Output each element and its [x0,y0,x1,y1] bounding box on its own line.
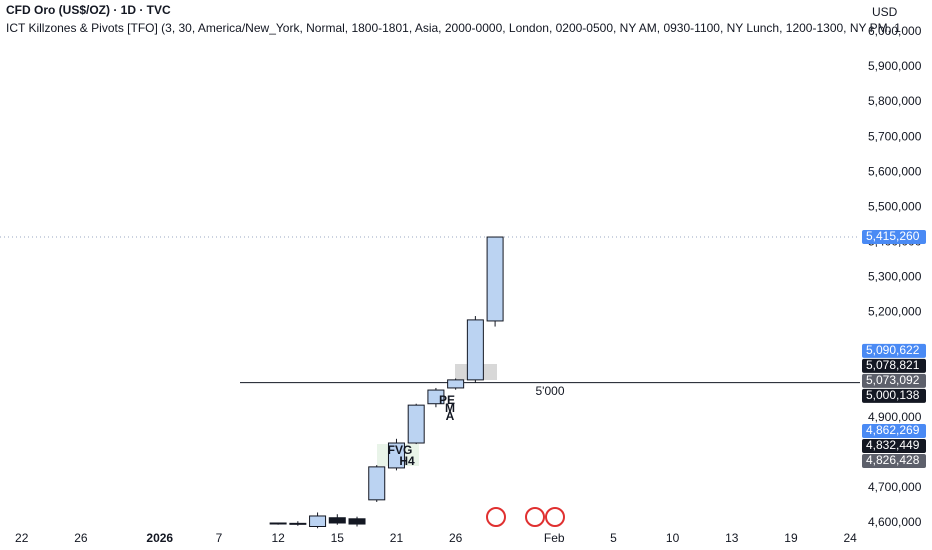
x-tick-label: 7 [216,531,223,545]
candle-body [348,518,366,525]
x-tick-label: 26 [74,531,88,545]
candle-body [427,389,445,405]
price-badge-label: 4,826,428 [866,453,920,467]
symbol-title: CFD Oro (US$/OZ) · 1D · TVC [6,3,171,17]
annotation: M [445,401,455,415]
price-badge [862,423,926,438]
x-tick-label: 5 [610,531,617,545]
candle-body [309,515,327,527]
indicator-title: ICT Killzones & Pivots [TFO] (3, 30, Ame… [6,21,901,35]
candle-body [407,404,425,444]
y-tick-label: 5,300,000 [868,270,922,284]
candle-body [328,517,346,524]
candle-body [368,466,386,501]
y-tick-label: 4,600,000 [868,515,922,529]
price-badge-label: 5,090,622 [866,343,920,357]
price-badge [862,438,926,453]
y-tick-label: 5,500,000 [868,199,922,213]
price-badge-label: 5,078,821 [866,358,920,372]
x-tick-label: 2026 [146,531,173,545]
y-tick-label: 5,800,000 [868,94,922,108]
annotation: H4 [399,454,415,468]
x-tick-label: 21 [390,531,404,545]
candle-body [447,379,465,389]
price-badge-label: 4,832,449 [866,438,920,452]
price-badge [862,453,926,468]
flag-icon [545,507,565,527]
price-badge [862,343,926,358]
price-badge [862,388,926,403]
y-tick-label: 5,900,000 [868,59,922,73]
price-badge-label: 5,073,092 [866,373,920,387]
price-badge [862,230,926,245]
x-tick-label: 15 [331,531,345,545]
x-tick-label: Feb [544,531,565,545]
annotation: PE [439,393,455,407]
candle-body [269,522,287,525]
price-badge [862,358,926,373]
candle-body [289,522,307,525]
candle-body [387,442,405,469]
level-label: 5'000 [536,384,565,398]
candle-body [486,236,504,322]
event-flags [486,507,565,527]
annotation: A [446,409,455,423]
y-tick-label: 6,000,000 [868,24,922,38]
price-badge [862,373,926,388]
y-tick-label: 5,700,000 [868,129,922,143]
y-tick-label: 4,900,000 [868,410,922,424]
y-tick-label: 5,600,000 [868,164,922,178]
x-tick-label: 13 [725,531,739,545]
currency: USD [872,5,898,19]
price-badge-label: 5,415,260 [866,229,920,243]
annotation: FVG [388,443,413,457]
flag-icon [525,507,545,527]
x-tick-label: 24 [843,531,857,545]
candle-body [466,319,484,381]
y-tick-label: 5,200,000 [868,305,922,319]
x-tick-label: 19 [784,531,798,545]
price-badge-label: 4,862,269 [866,423,920,437]
flag-icon [486,507,506,527]
x-tick-label: 22 [15,531,29,545]
y-tick-label: 4,700,000 [868,480,922,494]
x-tick-label: 26 [449,531,463,545]
x-tick-label: 10 [666,531,680,545]
x-tick-label: 12 [271,531,285,545]
price-badge-label: 5,000,138 [866,388,920,402]
